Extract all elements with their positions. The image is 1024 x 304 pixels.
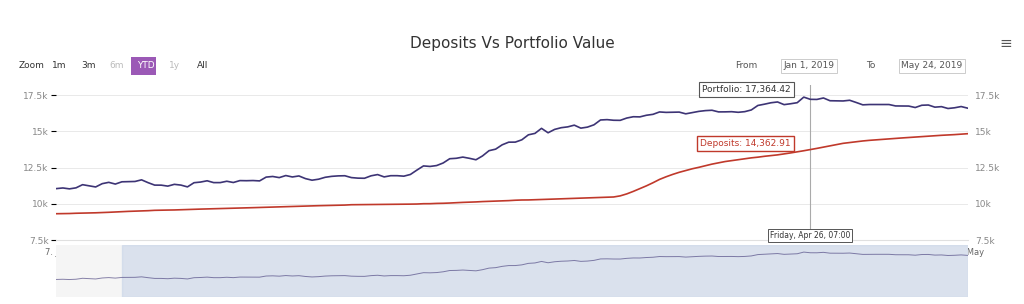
Text: 6m: 6m <box>110 61 124 71</box>
Text: 3m: 3m <box>81 61 95 71</box>
Text: May 24, 2019: May 24, 2019 <box>901 61 963 71</box>
Text: YTD: YTD <box>136 61 155 71</box>
Bar <box>122 245 968 297</box>
Text: 1y: 1y <box>169 61 179 71</box>
Text: Deposits Vs Portfolio Value: Deposits Vs Portfolio Value <box>410 36 614 51</box>
Text: Deposits: 14,362.91: Deposits: 14,362.91 <box>700 139 791 148</box>
Text: Zoom: Zoom <box>18 61 44 71</box>
Text: From: From <box>735 61 758 71</box>
Text: 1m: 1m <box>52 61 67 71</box>
FancyBboxPatch shape <box>131 57 156 75</box>
Text: ▾: ▾ <box>1006 6 1012 19</box>
Text: Deposits Vs Portfolio Value Timeline: Deposits Vs Portfolio Value Timeline <box>12 8 240 18</box>
Text: Jan 1, 2019: Jan 1, 2019 <box>783 61 835 71</box>
Text: To: To <box>866 61 876 71</box>
Text: ≡: ≡ <box>999 36 1012 51</box>
Text: Friday, Apr 26, 07:00: Friday, Apr 26, 07:00 <box>770 231 851 240</box>
Text: All: All <box>197 61 209 71</box>
Text: Portfolio: 17,364.42: Portfolio: 17,364.42 <box>702 85 791 94</box>
